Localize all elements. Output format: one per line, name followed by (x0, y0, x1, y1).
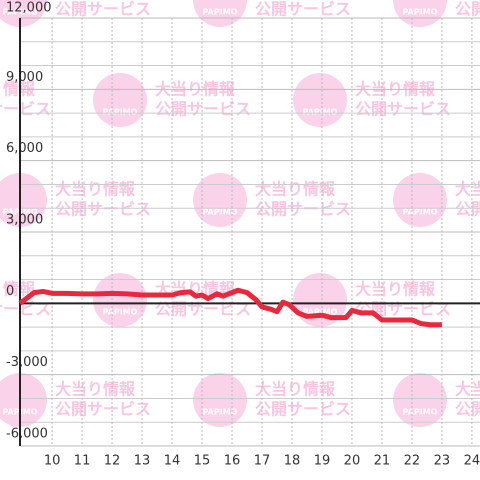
y-tick-label: 6,000 (6, 141, 43, 156)
x-tick-label: 22 (404, 454, 421, 469)
y-tick-label: 3,000 (6, 213, 43, 228)
watermark-text: 大当り情報 (255, 380, 336, 399)
watermark-text: 公開サービス (355, 100, 451, 119)
watermark-text: 公開サービス (455, 200, 480, 219)
watermark-logo (393, 373, 447, 427)
watermark-logo-text: PAPIMO (103, 308, 138, 317)
marks (18, 287, 442, 328)
watermark-logo-text: PAPIMO (3, 8, 38, 17)
x-tick-label: 23 (434, 454, 451, 469)
watermark-text: 公開サービス (0, 100, 51, 119)
x-tick-label: 13 (134, 454, 151, 469)
watermark-logo-text: PAPIMO (403, 8, 438, 17)
watermark-text: 公開サービス (155, 100, 251, 119)
x-tick-label: 24 (464, 454, 480, 469)
x-tick-label: 15 (194, 454, 211, 469)
watermark-logo (0, 173, 47, 227)
watermark-text: 公開サービス (455, 400, 480, 419)
watermark-text: 公開サービス (55, 0, 151, 19)
watermark-text: 大当り情報 (55, 180, 136, 199)
x-tick-label: 12 (104, 454, 121, 469)
watermark-text: 公開サービス (55, 400, 151, 419)
watermark-logo (393, 173, 447, 227)
watermark-text: 大当り情報 (355, 280, 436, 299)
watermark-logo-text: PAPIMO (203, 208, 238, 217)
x-tick-label: 20 (344, 454, 361, 469)
y-tick-label: 0 (6, 284, 14, 299)
watermark-logo (0, 373, 47, 427)
x-tick-label: 17 (254, 454, 271, 469)
y-tick-label: 12,000 (6, 1, 52, 16)
watermark-logo (393, 0, 447, 27)
watermark-logo-text: PAPIMO (203, 8, 238, 17)
x-tick-label: 16 (224, 454, 241, 469)
watermark-text: 公開サービス (255, 200, 351, 219)
grid (20, 17, 480, 447)
watermark-text: 大当り情報 (455, 180, 480, 199)
watermark-logo-text: PAPIMO (403, 408, 438, 417)
watermark-text: 公開サービス (455, 0, 480, 19)
watermark-logo (193, 173, 247, 227)
watermark-text: 大当り情報 (0, 80, 36, 99)
watermark-logo-text: PAPIMO (403, 208, 438, 217)
watermark-layer: PAPIMO大当り情報公開サービスPAPIMO大当り情報公開サービスPAPIMO… (0, 0, 480, 427)
x-tick-label: 11 (74, 454, 91, 469)
x-tick-label: 10 (44, 454, 61, 469)
x-tick-label: 18 (284, 454, 301, 469)
watermark-text: 公開サービス (255, 400, 351, 419)
watermark-text: 公開サービス (55, 200, 151, 219)
watermark-logo-text: PAPIMO (103, 108, 138, 117)
watermark-logo (0, 0, 47, 27)
watermark-text: 大当り情報 (455, 380, 480, 399)
watermark-logo (193, 0, 247, 27)
watermark-logo-text: PAPIMO (203, 408, 238, 417)
y-tick-label: -3,000 (6, 355, 48, 370)
x-tick-label: 19 (314, 454, 331, 469)
watermark-logo (293, 273, 347, 327)
y-tick-label: 9,000 (6, 70, 43, 85)
x-tick-label: 21 (374, 454, 391, 469)
watermark-logo-text: PAPIMO (303, 308, 338, 317)
watermark-text: 大当り情報 (0, 280, 36, 299)
watermark-logo (193, 373, 247, 427)
y-tick-label: -6,000 (6, 427, 48, 442)
watermark-text: 大当り情報 (55, 380, 136, 399)
watermark-logo (293, 73, 347, 127)
watermark-text: 公開サービス (255, 0, 351, 19)
watermark-logo (93, 273, 147, 327)
watermark-logo (93, 73, 147, 127)
watermark-text: 大当り情報 (255, 180, 336, 199)
data-line (18, 287, 442, 328)
watermark-logo-text: PAPIMO (303, 108, 338, 117)
x-tick-label: 14 (164, 454, 181, 469)
